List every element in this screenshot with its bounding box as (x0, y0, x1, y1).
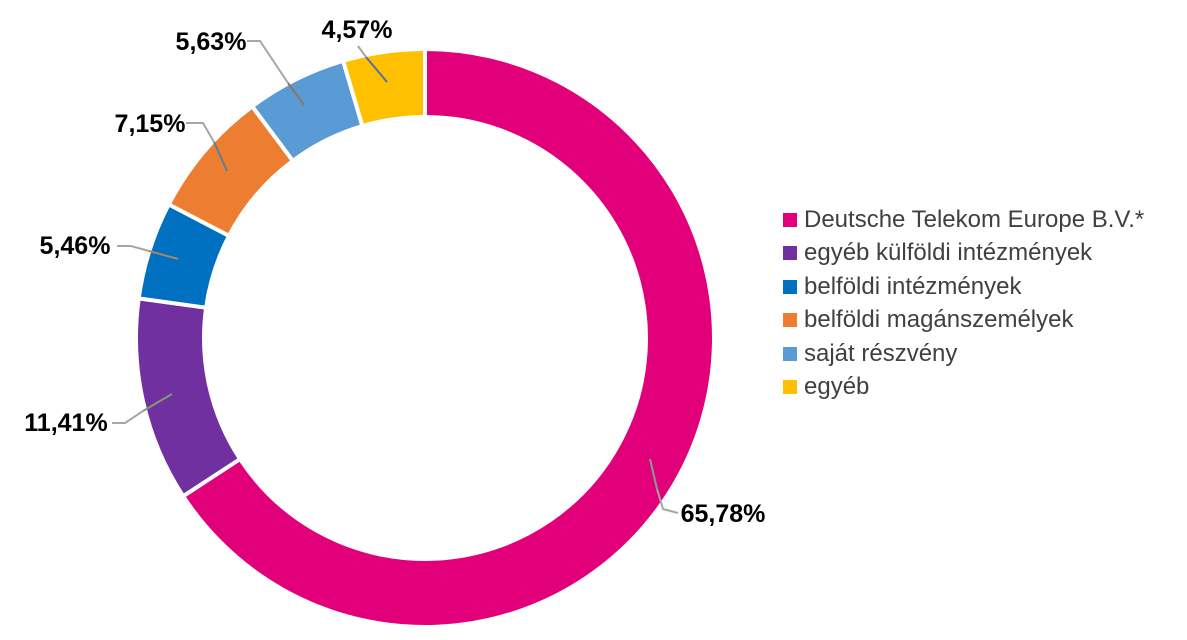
leader-line-segment-5 (148, 250, 179, 260)
data-label-2: 5,46% (39, 232, 111, 260)
legend-item-label: Deutsche Telekom Europe B.V.* (804, 205, 1145, 233)
data-label-5: 4,57% (321, 16, 393, 44)
leader-line-segment-10 (357, 45, 367, 58)
leader-line-segment-2 (112, 410, 144, 424)
leader-line-segment-1 (656, 488, 679, 514)
leader-line-segment-9 (287, 82, 305, 106)
legend-item-label: belföldi intézmények (804, 272, 1022, 300)
donut-slice-1 (134, 296, 243, 499)
legend-swatch-icon (783, 380, 797, 395)
data-label-1: 11,41% (24, 409, 108, 437)
legend-item-label: egyéb (804, 373, 870, 401)
leader-line-segment-0 (649, 458, 658, 490)
legend-item-label: saját részvény (804, 339, 958, 367)
leader-line-segment-6 (186, 122, 215, 143)
donut-slice-5 (341, 47, 427, 129)
legend-item-label: egyéb külföldi intézmények (804, 239, 1093, 267)
legend-item-0: Deutsche Telekom Europe B.V.* (783, 203, 1144, 237)
legend-swatch-icon (783, 346, 797, 361)
leader-line-segment-3 (142, 393, 173, 412)
leader-line-segment-8 (247, 40, 289, 84)
legend-swatch-icon (783, 313, 797, 328)
donut-slice-0 (181, 47, 716, 629)
legend-swatch-icon (783, 279, 797, 294)
legend-item-2: belföldi intézmények (783, 270, 1144, 304)
leader-line-segment-4 (117, 245, 150, 252)
legend-swatch-icon (783, 212, 797, 227)
legend-item-5: egyéb (783, 371, 1144, 405)
leader-line-segment-7 (213, 141, 228, 172)
legend-swatch-icon (783, 246, 797, 261)
legend-item-1: egyéb külföldi intézmények (783, 237, 1144, 271)
leader-line-segment-11 (365, 56, 388, 83)
data-label-4: 5,63% (175, 28, 247, 56)
legend-item-label: belföldi magánszemélyek (804, 306, 1074, 334)
data-label-0: 65,78% (680, 500, 766, 528)
data-label-3: 7,15% (114, 110, 186, 138)
legend: Deutsche Telekom Europe B.V.* egyéb külfö… (783, 203, 1144, 404)
legend-item-4: saját részvény (783, 337, 1144, 371)
legend-item-3: belföldi magánszemélyek (783, 304, 1144, 338)
